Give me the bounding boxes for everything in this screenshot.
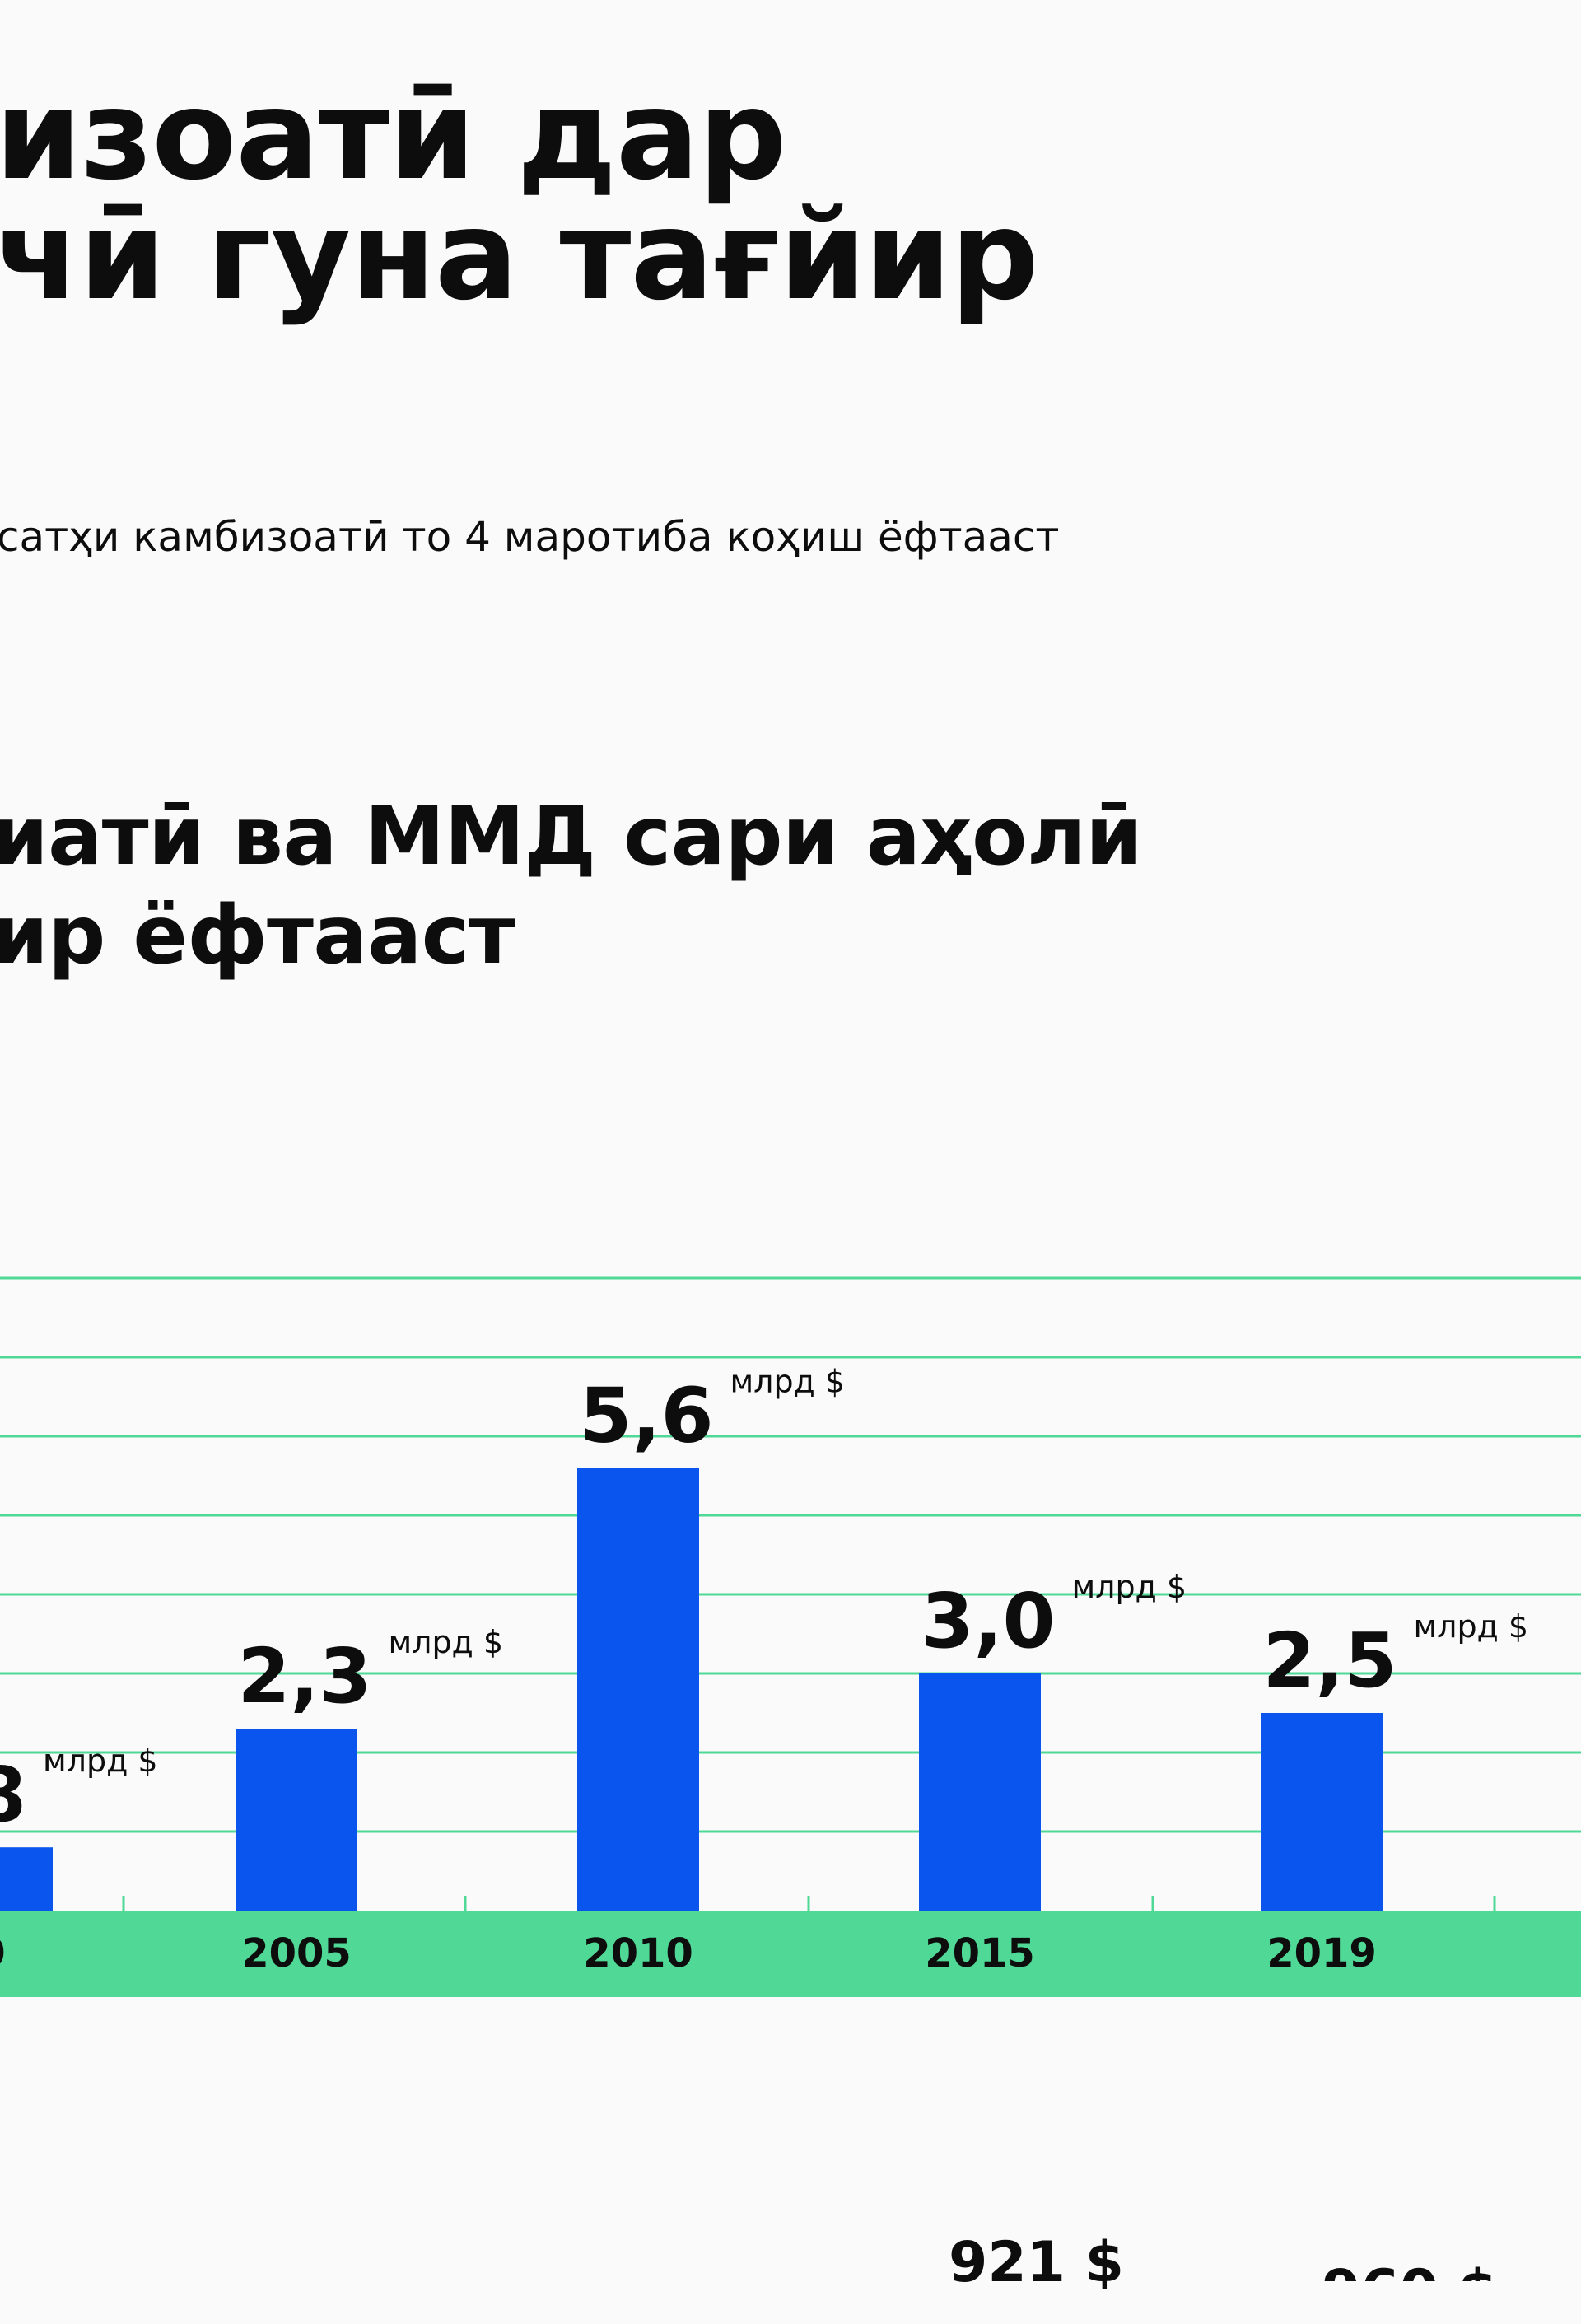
value-label: 5,6 bbox=[580, 1371, 714, 1459]
page-title-line-2: чӣ гуна тағйир bbox=[0, 184, 1039, 328]
unit-label: млрд $ bbox=[43, 1743, 158, 1779]
value-label: 3,0 bbox=[921, 1577, 1056, 1665]
x-tick-label: 0 bbox=[0, 1930, 6, 1976]
bottom-value-2: 960 $ bbox=[1322, 2258, 1497, 2323]
x-axis-band bbox=[0, 1911, 1581, 1997]
x-axis-ticks: 0 2005 2010 2015 2019 bbox=[0, 1896, 1496, 1976]
x-tick-label: 2010 bbox=[583, 1930, 693, 1976]
x-tick-label: 2019 bbox=[1266, 1930, 1377, 1976]
bottom-value-1: 921 $ bbox=[949, 2230, 1124, 2295]
value-label: 2,5 bbox=[1263, 1617, 1397, 1705]
page-title: изоатӣ дар чӣ гуна тағйир bbox=[0, 64, 1039, 328]
x-tick-label: 2005 bbox=[241, 1930, 352, 1976]
unit-label: млрд $ bbox=[1413, 1608, 1528, 1645]
bar bbox=[0, 1847, 53, 1911]
value-label: 8 bbox=[0, 1751, 26, 1839]
chart-title: иатӣ ва ММД сари аҳолӣ ир ёфтааст bbox=[0, 787, 1142, 985]
page-title-line-1: изоатӣ дар bbox=[0, 64, 787, 208]
value-label: 2,3 bbox=[238, 1632, 372, 1720]
bar bbox=[577, 1468, 699, 1911]
x-tick-label: 2015 bbox=[925, 1930, 1035, 1976]
chart-title-line-1: иатӣ ва ММД сари аҳолӣ bbox=[0, 790, 1142, 884]
value-labels: 8 млрд $ 2,3 млрд $ 5,6 млрд $ 3,0 млрд $ 2,5 млр… bbox=[0, 1363, 1528, 1839]
chart-title-line-2: ир ёфтааст bbox=[0, 889, 515, 982]
bar bbox=[236, 1729, 357, 1911]
page-subtitle: сатҳи камбизоатӣ то 4 маротиба коҳиш ёфт… bbox=[0, 513, 1060, 561]
bar bbox=[919, 1673, 1041, 1911]
bar bbox=[1261, 1713, 1383, 1911]
bars bbox=[0, 1468, 1383, 1911]
bar-chart: 8 млрд $ 2,3 млрд $ 5,6 млрд $ 3,0 млрд $ 2,5 млр… bbox=[0, 1276, 1581, 1997]
unit-label: млрд $ bbox=[730, 1363, 845, 1399]
unit-label: млрд $ bbox=[1071, 1569, 1187, 1605]
unit-label: млрд $ bbox=[388, 1624, 503, 1660]
